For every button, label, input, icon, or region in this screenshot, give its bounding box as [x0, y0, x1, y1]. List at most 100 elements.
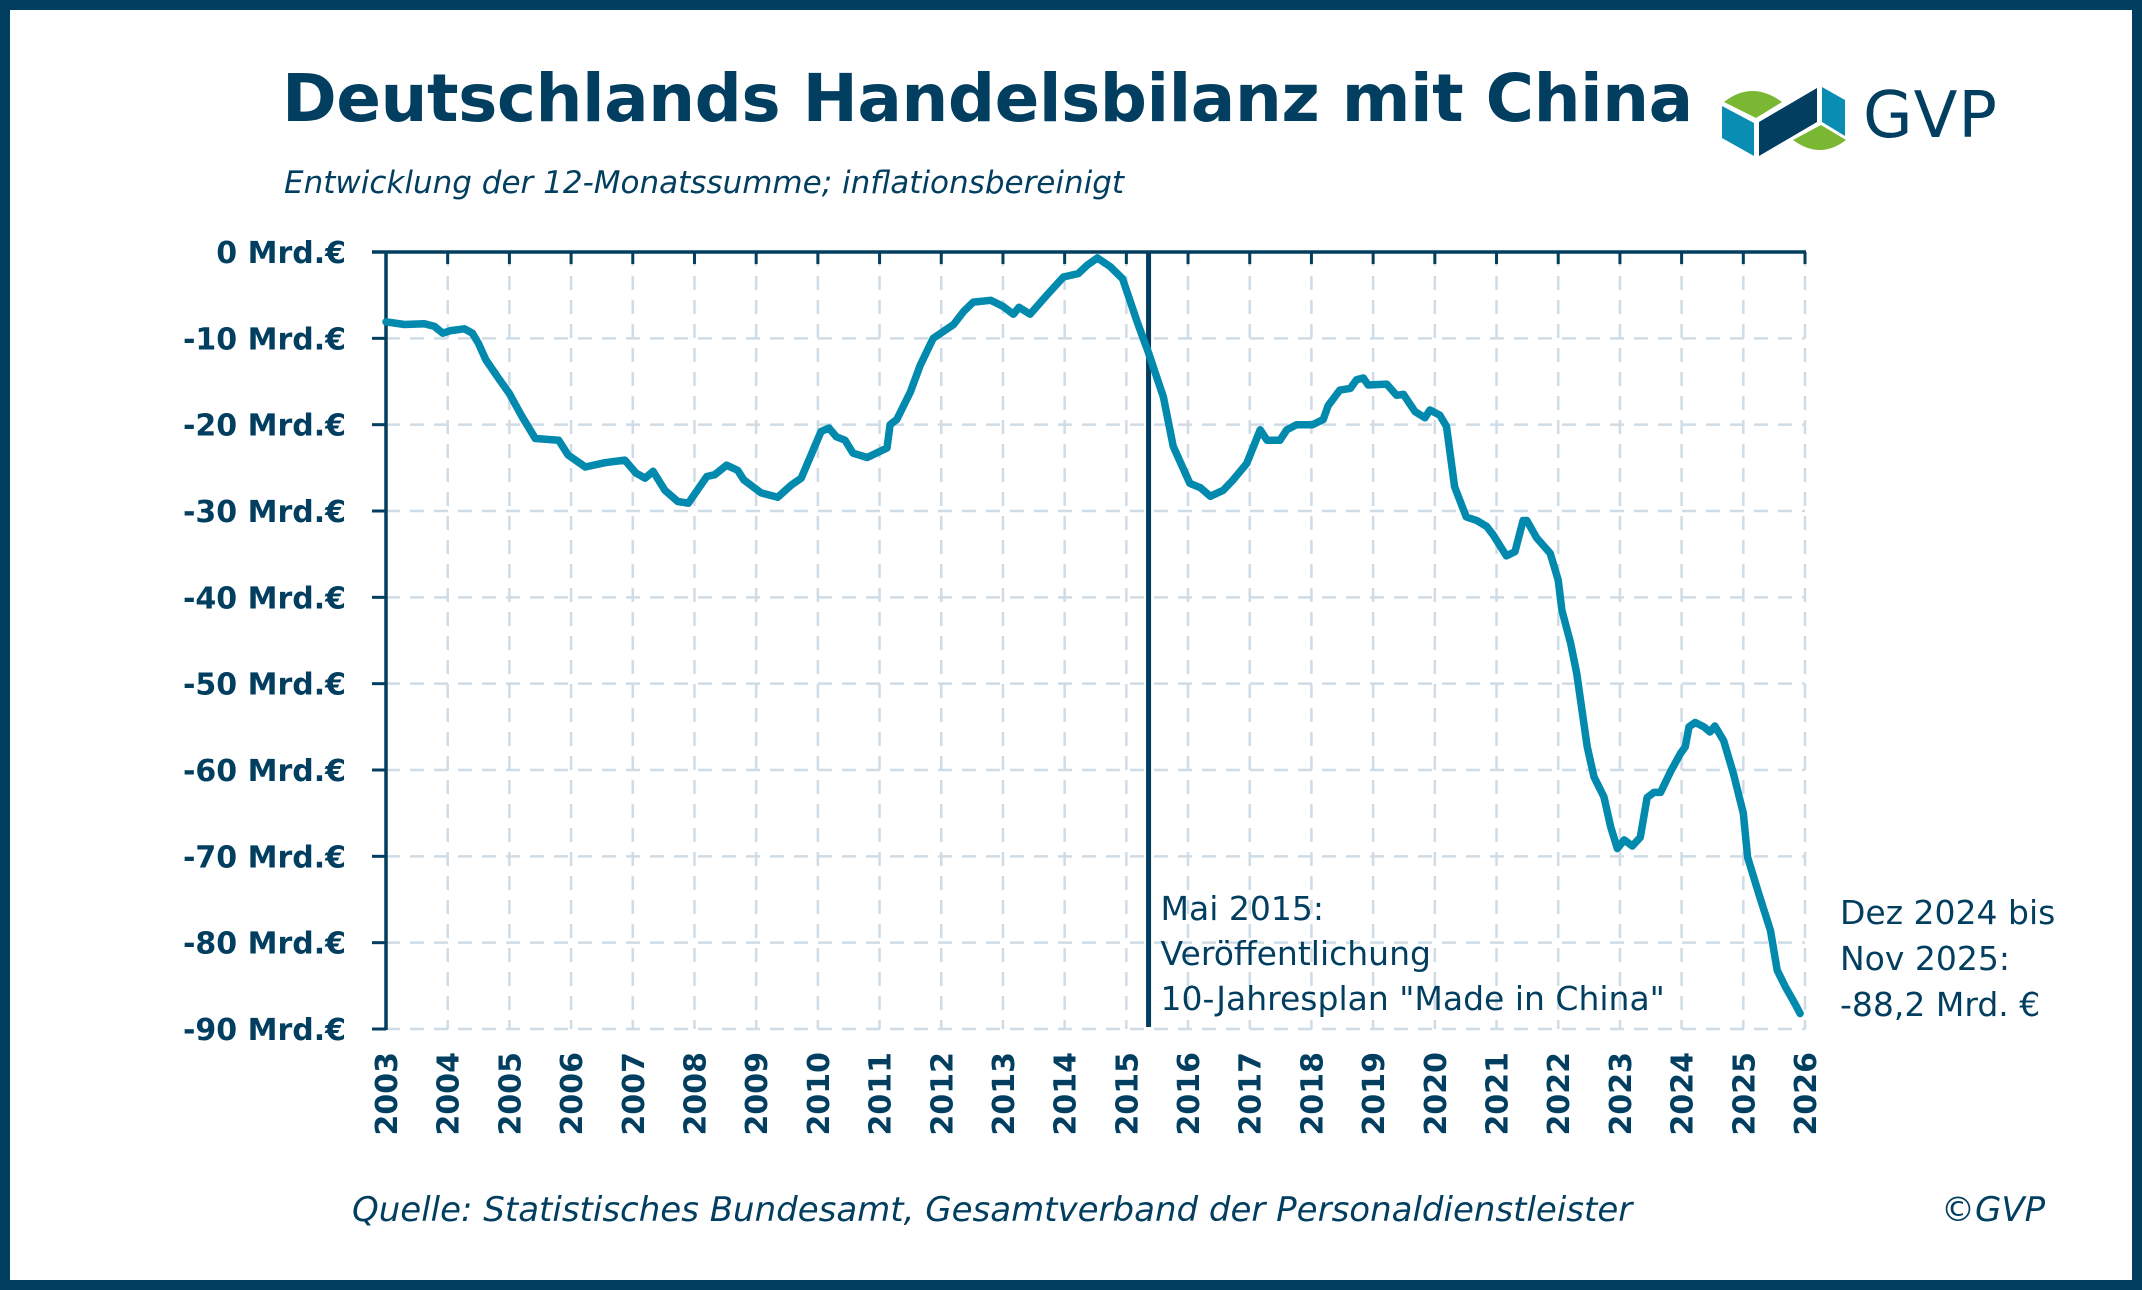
data-point	[1590, 773, 1598, 781]
data-point	[864, 454, 871, 461]
data-point	[1614, 845, 1621, 852]
data-point	[1145, 349, 1152, 357]
data-point	[1692, 719, 1699, 726]
data-point	[1043, 292, 1051, 299]
x-tick-label: 2010	[802, 1052, 837, 1136]
x-tick-label: 2024	[1666, 1052, 1701, 1136]
x-tick-label: 2009	[740, 1052, 775, 1136]
data-point	[999, 303, 1007, 310]
data-point	[1060, 273, 1067, 281]
data-point	[1010, 311, 1017, 318]
data-point	[1197, 484, 1204, 491]
data-point	[1720, 737, 1727, 744]
y-tick-label: -80 Mrd.€	[183, 927, 346, 962]
data-point	[601, 459, 609, 466]
data-point	[1084, 261, 1091, 269]
x-tick-label: 2018	[1295, 1052, 1330, 1136]
data-point	[907, 388, 914, 396]
y-tick-label: -40 Mrd.€	[183, 581, 346, 616]
x-tick-label: 2023	[1604, 1052, 1639, 1136]
data-point	[930, 335, 937, 342]
data-point	[1220, 487, 1227, 494]
data-point	[950, 321, 957, 328]
data-point	[1426, 406, 1434, 414]
data-series	[382, 254, 1804, 1018]
data-point	[1621, 836, 1628, 844]
data-point	[711, 471, 718, 478]
x-axis-labels: 2003 2004 2005 2006 2007 2008 2009 2010 2011 2012…	[370, 1052, 1824, 1136]
axes	[372, 250, 1807, 1031]
data-point	[1730, 770, 1737, 777]
data-point	[632, 469, 640, 477]
x-tick-label: 2015	[1110, 1052, 1145, 1136]
event-annotation-text: Mai 2015:	[1161, 889, 1324, 928]
data-point	[506, 390, 513, 397]
data-point	[1547, 550, 1554, 557]
data-point	[1107, 263, 1114, 270]
data-point	[1782, 983, 1789, 990]
data-point	[1643, 794, 1651, 801]
data-point	[532, 435, 539, 442]
data-point	[1706, 728, 1714, 736]
x-tick-label: 2012	[925, 1052, 960, 1136]
data-point	[1700, 723, 1708, 730]
data-point	[740, 476, 747, 484]
data-point	[1134, 319, 1141, 326]
y-axis-labels: 0 Mrd.€ -10 Mrd.€ -20 Mrd.€ -30 Mrd.€ -40 Mr…	[183, 236, 346, 1048]
data-point	[788, 481, 795, 489]
y-tick-label: -70 Mrd.€	[183, 840, 346, 875]
data-point	[1558, 607, 1566, 614]
data-point	[703, 473, 710, 480]
data-point	[1503, 552, 1510, 560]
data-point	[439, 330, 446, 337]
data-point	[1523, 517, 1531, 524]
data-point	[774, 494, 781, 501]
data-point	[1160, 393, 1167, 401]
series-line	[382, 254, 1804, 1018]
data-point	[1451, 483, 1458, 490]
data-point	[1767, 927, 1774, 934]
logo-cyan-right	[1822, 87, 1845, 136]
data-point	[1573, 670, 1580, 677]
data-point	[1629, 842, 1636, 850]
data-point	[649, 468, 657, 475]
data-point	[757, 489, 765, 497]
data-point	[917, 361, 924, 369]
data-point	[1309, 421, 1316, 428]
data-point	[798, 475, 805, 482]
data-point	[849, 450, 857, 457]
annotations: Mai 2015: Veröffentlichung 10-Jahresplan "…	[1146, 252, 2055, 1027]
data-point	[1170, 443, 1177, 450]
data-point	[482, 356, 490, 364]
data-point	[401, 321, 408, 328]
data-point	[1186, 480, 1194, 487]
data-point	[421, 320, 428, 327]
data-point	[1667, 768, 1674, 775]
data-point	[886, 421, 894, 428]
data-point	[555, 437, 562, 444]
chart-title: Deutschlands Handelsbilanz mit China	[282, 60, 1693, 137]
logo-green-bottom	[1793, 125, 1846, 150]
data-point	[1353, 376, 1360, 383]
data-point	[1607, 823, 1614, 831]
x-tick-label: 2004	[432, 1052, 467, 1136]
data-point	[1421, 414, 1429, 421]
x-tick-label: 2007	[617, 1052, 652, 1136]
data-point	[1436, 412, 1444, 419]
data-point	[1015, 304, 1023, 311]
data-point	[893, 416, 900, 423]
x-tick-label: 2022	[1542, 1052, 1577, 1136]
data-point	[621, 456, 628, 464]
end-value-annotation-text: -88,2 Mrd. €	[1840, 985, 2040, 1024]
data-point	[1383, 380, 1390, 388]
data-point	[1347, 385, 1354, 392]
y-tick-label: -30 Mrd.€	[183, 495, 346, 530]
data-point	[1796, 1010, 1804, 1017]
x-tick-label: 2011	[864, 1052, 899, 1136]
data-point	[987, 297, 994, 304]
source-note: Quelle: Statistisches Bundesamt, Gesamtv…	[352, 1190, 1633, 1230]
event-annotation-text: 10-Jahresplan "Made in China"	[1161, 979, 1665, 1018]
data-point	[841, 437, 849, 444]
